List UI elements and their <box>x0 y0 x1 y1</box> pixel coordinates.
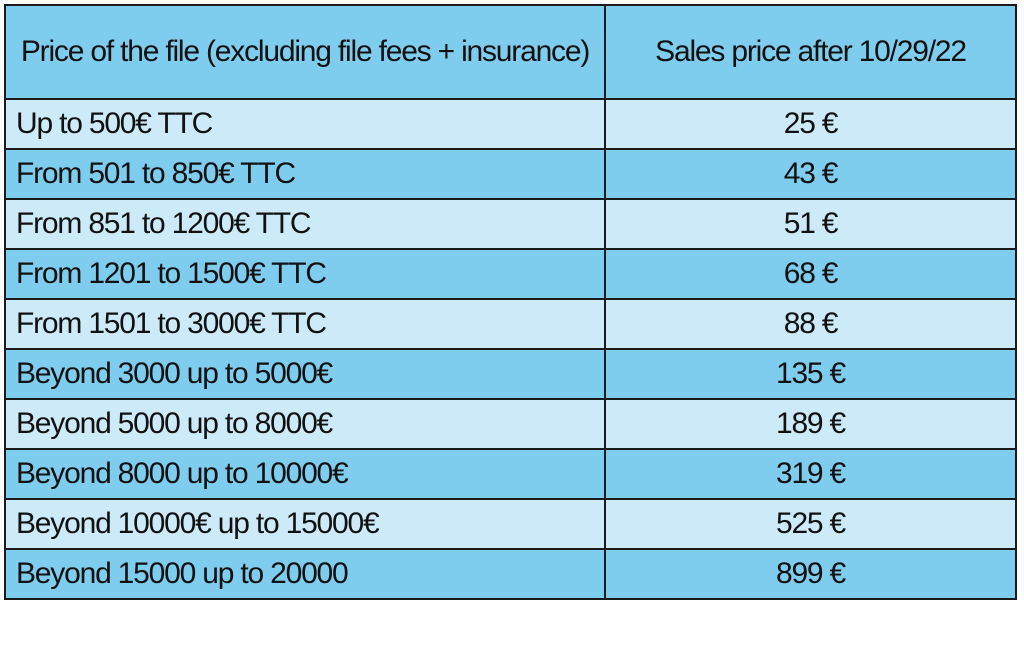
price-range-cell: From 1201 to 1500€ TTC <box>4 248 606 300</box>
price-range-cell: From 851 to 1200€ TTC <box>4 198 606 250</box>
header-sales-price: Sales price after 10/29/22 <box>604 4 1017 100</box>
pricing-table: Price of the file (excluding file fees +… <box>4 4 1017 600</box>
sales-price-cell: 68 € <box>604 248 1017 300</box>
sales-price-cell: 319 € <box>604 448 1017 500</box>
table-row: Beyond 3000 up to 5000€ 135 € <box>4 348 1017 400</box>
price-range-cell: Beyond 5000 up to 8000€ <box>4 398 606 450</box>
table-row: Beyond 10000€ up to 15000€ 525 € <box>4 498 1017 550</box>
sales-price-cell: 51 € <box>604 198 1017 250</box>
table-row: From 1201 to 1500€ TTC 68 € <box>4 248 1017 300</box>
header-file-price: Price of the file (excluding file fees +… <box>4 4 606 100</box>
sales-price-cell: 43 € <box>604 148 1017 200</box>
sales-price-cell: 88 € <box>604 298 1017 350</box>
price-range-cell: Beyond 10000€ up to 15000€ <box>4 498 606 550</box>
table-row: From 1501 to 3000€ TTC 88 € <box>4 298 1017 350</box>
table-row: From 851 to 1200€ TTC 51 € <box>4 198 1017 250</box>
table-row: Beyond 15000 up to 20000 899 € <box>4 548 1017 600</box>
table-row: Beyond 5000 up to 8000€ 189 € <box>4 398 1017 450</box>
table-row: From 501 to 850€ TTC 43 € <box>4 148 1017 200</box>
table-row: Up to 500€ TTC 25 € <box>4 98 1017 150</box>
sales-price-cell: 25 € <box>604 98 1017 150</box>
price-range-cell: Beyond 15000 up to 20000 <box>4 548 606 600</box>
table-row: Beyond 8000 up to 10000€ 319 € <box>4 448 1017 500</box>
sales-price-cell: 899 € <box>604 548 1017 600</box>
price-range-cell: Up to 500€ TTC <box>4 98 606 150</box>
price-range-cell: Beyond 3000 up to 5000€ <box>4 348 606 400</box>
sales-price-cell: 189 € <box>604 398 1017 450</box>
price-range-cell: Beyond 8000 up to 10000€ <box>4 448 606 500</box>
sales-price-cell: 525 € <box>604 498 1017 550</box>
table-header-row: Price of the file (excluding file fees +… <box>4 4 1017 100</box>
sales-price-cell: 135 € <box>604 348 1017 400</box>
price-range-cell: From 501 to 850€ TTC <box>4 148 606 200</box>
price-range-cell: From 1501 to 3000€ TTC <box>4 298 606 350</box>
